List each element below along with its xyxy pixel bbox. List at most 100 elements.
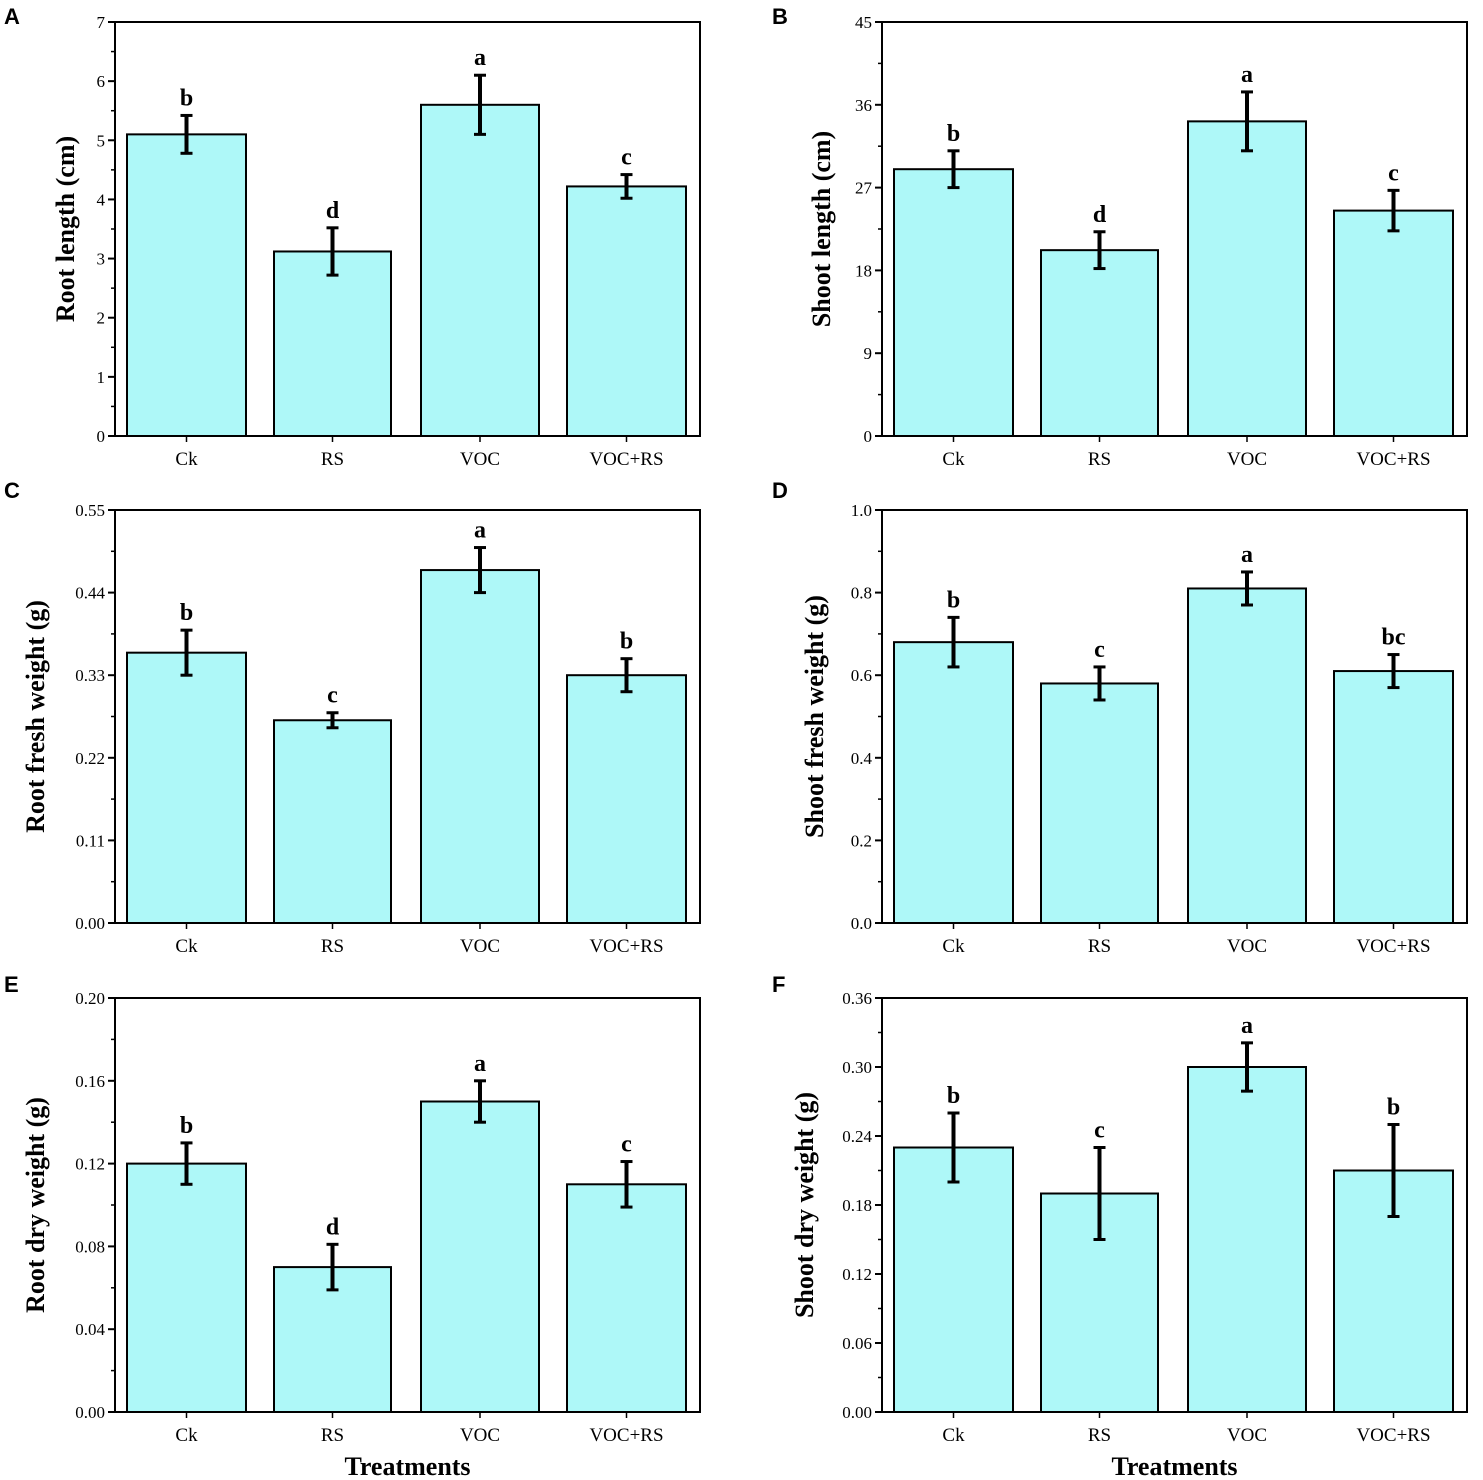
bar-rs xyxy=(273,719,392,924)
y-tick-label: 0.2 xyxy=(851,831,872,850)
y-tick-label: 0 xyxy=(97,427,106,446)
x-axis-label: Treatments xyxy=(344,1452,470,1480)
significance-label: b xyxy=(947,1083,960,1109)
y-tick-label: 0.22 xyxy=(75,749,105,768)
y-tick-label: 0.12 xyxy=(842,1265,872,1284)
y-tick-label: 0.11 xyxy=(76,831,105,850)
category-label: VOC xyxy=(460,1425,500,1446)
y-tick-label: 36 xyxy=(855,96,872,115)
category-label: VOC xyxy=(460,449,500,470)
y-axis-label: Root length (cm) xyxy=(51,136,80,322)
significance-label: a xyxy=(474,518,486,544)
y-tick-label: 18 xyxy=(855,261,872,280)
y-tick-label: 0.55 xyxy=(75,501,105,520)
y-axis-label: Root dry weight (g) xyxy=(21,1097,50,1313)
panel-letter: D xyxy=(772,478,788,503)
significance-label: a xyxy=(474,1051,486,1077)
significance-label: c xyxy=(1094,637,1105,663)
category-label: VOC xyxy=(1227,936,1267,957)
y-tick-label: 0.36 xyxy=(842,989,872,1008)
significance-label: b xyxy=(1387,1095,1400,1121)
category-label: RS xyxy=(1088,936,1111,957)
significance-label: a xyxy=(1241,62,1253,88)
y-tick-label: 0.6 xyxy=(851,666,872,685)
bar-voc-plus-rs xyxy=(566,674,687,925)
panel-letter: F xyxy=(772,972,785,997)
panel-letter: E xyxy=(4,972,19,997)
category-label: VOC+RS xyxy=(1356,936,1430,957)
panel-letter: C xyxy=(4,478,20,503)
bar-voc-plus-rs xyxy=(1333,670,1454,924)
y-tick-label: 0.12 xyxy=(75,1155,105,1174)
y-tick-label: 1.0 xyxy=(851,501,872,520)
significance-label: a xyxy=(1241,1013,1253,1039)
y-tick-label: 7 xyxy=(97,13,106,32)
y-tick-label: 0.30 xyxy=(842,1058,872,1077)
category-label: RS xyxy=(321,936,344,957)
y-tick-label: 4 xyxy=(97,190,106,209)
y-tick-label: 45 xyxy=(855,13,872,32)
significance-label: b xyxy=(947,587,960,613)
bar-rs xyxy=(273,250,392,437)
category-label: Ck xyxy=(175,1425,198,1446)
significance-label: a xyxy=(474,45,486,71)
significance-label: c xyxy=(1094,1118,1105,1144)
y-tick-label: 0.4 xyxy=(851,749,873,768)
bar-ck xyxy=(893,641,1014,924)
bar-ck xyxy=(893,168,1014,437)
y-tick-label: 0.18 xyxy=(842,1196,872,1215)
category-label: Ck xyxy=(175,449,198,470)
y-tick-label: 0.8 xyxy=(851,584,872,603)
category-label: RS xyxy=(321,1425,344,1446)
bar-ck xyxy=(893,1146,1014,1413)
y-tick-label: 1 xyxy=(97,368,106,387)
significance-label: bc xyxy=(1382,625,1406,651)
y-tick-label: 0.00 xyxy=(842,1403,872,1422)
category-label: VOC+RS xyxy=(589,1425,663,1446)
bar-voc-plus-rs xyxy=(566,1183,687,1414)
category-label: VOC xyxy=(1227,449,1267,470)
panel-e: Eb Ck d RS a VOC c VOC+RS 0.00 0.04 0.08 0.12 0.16 0.… xyxy=(4,972,701,1480)
bar-voc xyxy=(1187,120,1307,438)
significance-label: c xyxy=(621,145,632,171)
bar-voc xyxy=(420,103,540,438)
category-label: VOC+RS xyxy=(1356,1425,1430,1446)
panel-c: Cb Ck c RS a VOC b VOC+RS 0.00 0.11 0.22 0.33 0.44 0.… xyxy=(4,478,701,957)
significance-label: b xyxy=(620,629,633,655)
y-axis-label: Shoot length (cm) xyxy=(807,131,836,327)
y-tick-label: 0.00 xyxy=(75,1403,105,1422)
category-label: RS xyxy=(1088,449,1111,470)
y-axis-label: Shoot dry weight (g) xyxy=(790,1092,819,1318)
y-tick-label: 27 xyxy=(855,179,873,198)
category-label: VOC xyxy=(460,936,500,957)
bar-ck xyxy=(126,651,247,924)
y-tick-label: 0.20 xyxy=(75,989,105,1008)
category-label: Ck xyxy=(942,936,965,957)
y-tick-label: 0.06 xyxy=(842,1334,872,1353)
y-tick-label: 0.24 xyxy=(842,1127,872,1146)
bar-voc xyxy=(1187,1066,1307,1413)
category-label: VOC+RS xyxy=(589,936,663,957)
significance-label: a xyxy=(1241,542,1253,568)
panel-b: Bb Ck d RS a VOC c VOC+RS 0 9 18 27 36 45 Shoot length… xyxy=(772,4,1468,470)
y-tick-label: 0.0 xyxy=(851,914,872,933)
y-tick-label: 0.08 xyxy=(75,1237,105,1256)
category-label: RS xyxy=(321,449,344,470)
category-label: VOC xyxy=(1227,1425,1267,1446)
y-tick-label: 2 xyxy=(97,309,106,328)
y-tick-label: 6 xyxy=(97,72,106,91)
significance-label: d xyxy=(326,198,340,224)
y-tick-label: 0.00 xyxy=(75,914,105,933)
category-label: Ck xyxy=(942,449,965,470)
significance-label: b xyxy=(180,85,193,111)
bar-ck xyxy=(126,133,247,437)
y-tick-label: 0.16 xyxy=(75,1072,105,1091)
category-label: VOC+RS xyxy=(589,449,663,470)
panel-letter: B xyxy=(772,4,788,29)
significance-label: b xyxy=(180,600,193,626)
bar-voc-plus-rs xyxy=(1333,209,1454,437)
bar-ck xyxy=(126,1162,247,1413)
significance-label: c xyxy=(327,683,338,709)
category-label: Ck xyxy=(175,936,198,957)
y-tick-label: 9 xyxy=(864,344,873,363)
